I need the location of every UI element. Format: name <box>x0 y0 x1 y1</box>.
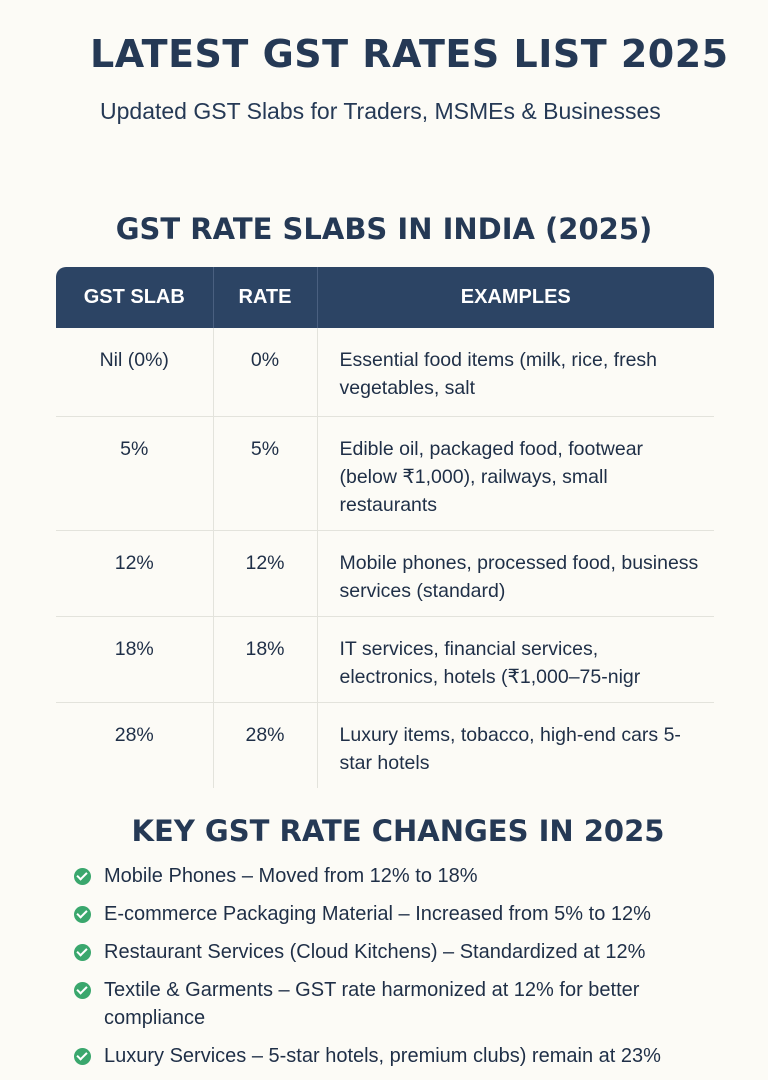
page-subtitle: Updated GST Slabs for Traders, MSMEs & B… <box>100 98 661 124</box>
check-circle-icon <box>74 982 91 999</box>
changes-heading: KEY GST RATE CHANGES IN 2025 <box>131 814 665 848</box>
table-row: Nil (0%) 0% Essential food items (milk, … <box>56 328 714 417</box>
rates-table: GST SLAB RATE EXAMPLES Nil (0%) 0% Essen… <box>56 267 714 788</box>
slab-cell: 18% <box>56 616 214 703</box>
check-circle-icon <box>74 868 91 885</box>
change-text: Mobile Phones – Moved from 12% to 18% <box>104 865 478 887</box>
column-header-examples: EXAMPLES <box>317 267 714 328</box>
column-header-gst-slab: GST SLAB <box>56 267 214 328</box>
rate-cell: 18% <box>213 616 318 703</box>
examples-cell: Essential food items (milk, rice, fresh … <box>317 328 714 417</box>
list-item: Textile & Garments – GST rate harmonized… <box>72 976 732 1032</box>
change-text: E-commerce Packaging Material – Increase… <box>104 903 651 925</box>
rate-cell: 28% <box>213 702 318 788</box>
check-circle-icon <box>74 1048 91 1065</box>
slabs-heading: GST RATE SLABS IN INDIA (2025) <box>115 212 653 246</box>
check-circle-icon <box>74 944 91 961</box>
slab-cell: Nil (0%) <box>56 328 214 417</box>
rate-cell: 0% <box>213 328 318 417</box>
rate-cell: 5% <box>213 416 318 531</box>
examples-cell: IT services, financial services, electro… <box>317 616 714 703</box>
table-row: 5% 5% Edible oil, packaged food, footwea… <box>56 416 714 531</box>
check-circle-icon <box>74 906 91 923</box>
table-row: 18% 18% IT services, financial services,… <box>56 616 714 703</box>
list-item: Luxury Services – 5-star hotels, premium… <box>72 1042 732 1070</box>
column-header-rate: RATE <box>213 267 318 328</box>
examples-cell: Edible oil, packaged food, footwear (bel… <box>317 416 714 531</box>
changes-list: Mobile Phones – Moved from 12% to 18% E-… <box>72 862 732 1080</box>
rate-cell: 12% <box>213 530 318 617</box>
table-header-row: GST SLAB RATE EXAMPLES <box>56 267 714 328</box>
slab-cell: 5% <box>56 416 214 531</box>
list-item: Restaurant Services (Cloud Kitchens) – S… <box>72 938 732 966</box>
gst-rates-table: GST SLAB RATE EXAMPLES Nil (0%) 0% Essen… <box>56 267 714 788</box>
change-text: Textile & Garments – GST rate harmonized… <box>104 979 640 1029</box>
change-text: Restaurant Services (Cloud Kitchens) – S… <box>104 941 646 963</box>
examples-cell: Luxury items, tobacco, high-end cars 5-s… <box>339 723 681 774</box>
change-text: Luxury Services – 5-star hotels, premium… <box>104 1045 661 1067</box>
list-item: Mobile Phones – Moved from 12% to 18% <box>72 862 732 890</box>
list-item: E-commerce Packaging Material – Increase… <box>72 900 732 928</box>
page-title: LATEST GST RATES LIST 2025 <box>90 32 729 76</box>
table-row: 28% 28% Luxury items, tobacco, high-end … <box>56 702 714 788</box>
examples-cell: Mobile phones, processed food, business … <box>317 530 714 617</box>
table-row: 12% 12% Mobile phones, processed food, b… <box>56 530 714 617</box>
slab-cell: 28% <box>56 702 214 788</box>
slab-cell: 12% <box>56 530 214 617</box>
